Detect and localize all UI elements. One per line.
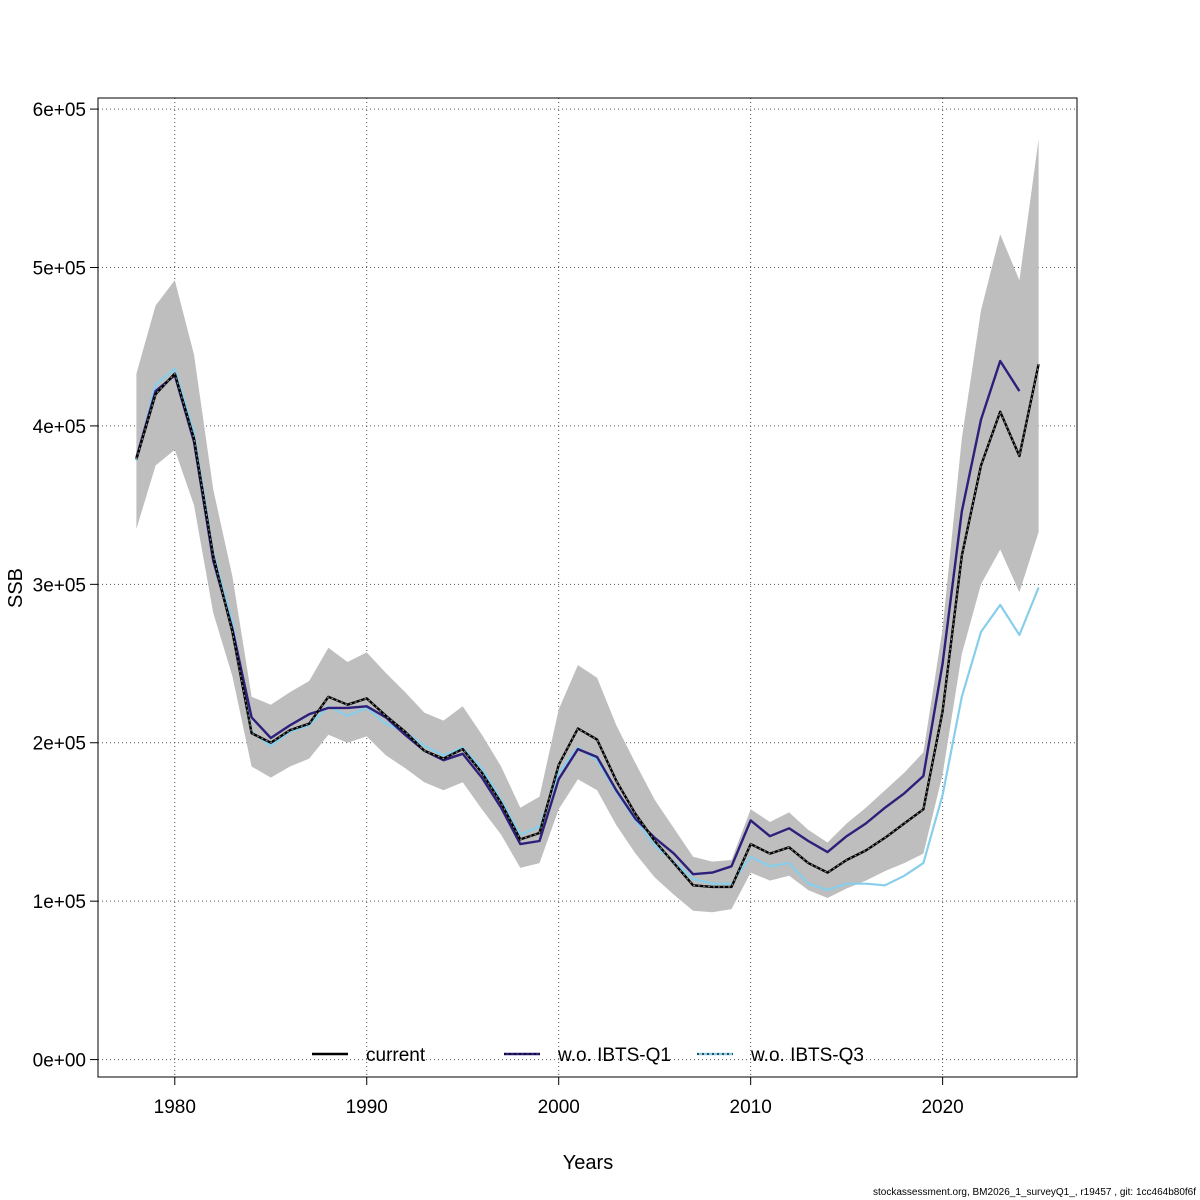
series-layer <box>135 359 1040 892</box>
y-tick-label: 0e+00 <box>33 1051 86 1072</box>
x-tick-label: 1990 <box>346 1097 388 1118</box>
confidence-band <box>136 139 1039 913</box>
x-tick-label: 1980 <box>154 1097 196 1118</box>
footnote: stockassessment.org, BM2026_1_surveyQ1_,… <box>873 1187 1196 1198</box>
legend-item-wo-ibts-q3: w.o. IBTS-Q3 <box>697 1045 864 1066</box>
y-tick-label: 1e+05 <box>33 892 86 913</box>
x-tick-label: 2020 <box>921 1097 963 1118</box>
x-axis: 1980 1990 2000 2010 2020 <box>154 1076 964 1118</box>
grid <box>98 98 1077 1077</box>
legend-label: current <box>366 1045 426 1066</box>
legend-item-current: current <box>312 1045 426 1066</box>
legend: current w.o. IBTS-Q1 w.o. IBTS-Q3 <box>312 1045 864 1066</box>
y-tick-label: 5e+05 <box>33 259 86 280</box>
y-tick-label: 3e+05 <box>33 575 86 596</box>
y-axis: 0e+00 1e+05 2e+05 3e+05 4e+05 5e+05 6e+05 <box>33 100 99 1072</box>
series-line-current <box>135 363 1040 889</box>
legend-label: w.o. IBTS-Q3 <box>750 1045 864 1066</box>
legend-label: w.o. IBTS-Q1 <box>557 1045 671 1066</box>
y-axis-title: SSB <box>5 568 27 608</box>
plot-frame <box>97 97 1078 1078</box>
x-tick-label: 2010 <box>730 1097 772 1118</box>
y-tick-label: 2e+05 <box>33 734 86 755</box>
x-axis-title: Years <box>563 1152 613 1174</box>
legend-item-wo-ibts-q1: w.o. IBTS-Q1 <box>504 1045 671 1066</box>
y-tick-label: 4e+05 <box>33 417 86 438</box>
confidence-band-layer <box>136 139 1039 913</box>
series-line-wo-ibts-q1 <box>135 359 1021 876</box>
y-tick-label: 6e+05 <box>33 100 86 121</box>
x-tick-label: 2000 <box>538 1097 580 1118</box>
